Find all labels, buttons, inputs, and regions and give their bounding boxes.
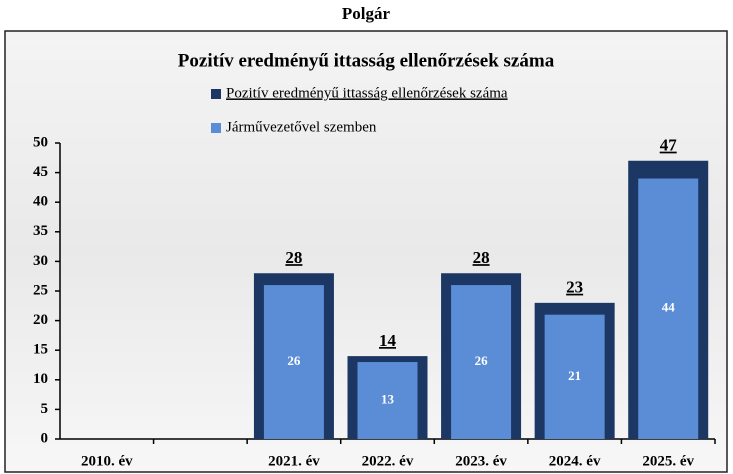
value-label: 26 xyxy=(475,353,489,368)
legend-label: Járművezetővel szemben xyxy=(226,119,377,135)
y-tick-label: 5 xyxy=(41,401,49,417)
value-label: 21 xyxy=(568,368,581,383)
chart-title: Pozitív eredményű ittasság ellenőrzések … xyxy=(178,50,555,71)
y-tick-label: 30 xyxy=(33,253,48,269)
x-tick-label: 2010. év xyxy=(81,453,133,469)
x-tick-label: 2024. év xyxy=(549,453,601,469)
legend-swatch xyxy=(211,123,221,133)
value-label: 44 xyxy=(662,300,676,315)
y-tick-label: 25 xyxy=(33,282,48,298)
value-label: 23 xyxy=(566,278,583,297)
value-label: 47 xyxy=(660,136,678,155)
value-label: 13 xyxy=(381,392,395,407)
legend-swatch xyxy=(211,89,221,99)
value-label: 26 xyxy=(287,353,301,368)
x-tick-label: 2021. év xyxy=(268,453,320,469)
value-label: 14 xyxy=(379,331,397,350)
y-tick-label: 0 xyxy=(41,430,49,446)
y-tick-label: 15 xyxy=(33,342,48,358)
value-label: 28 xyxy=(285,248,302,267)
y-tick-label: 20 xyxy=(33,312,48,328)
chart: Polgár Pozitív eredményű ittasság ellenő… xyxy=(0,0,733,474)
value-label: 28 xyxy=(473,248,490,267)
x-tick-label: 2023. év xyxy=(455,453,507,469)
x-tick-label: 2025. év xyxy=(642,453,694,469)
y-tick-label: 50 xyxy=(33,134,48,150)
legend-label: Pozitív eredményű ittasság ellenőrzések … xyxy=(226,85,508,101)
y-tick-label: 10 xyxy=(33,371,48,387)
y-tick-label: 40 xyxy=(33,194,48,210)
x-tick-label: 2022. év xyxy=(362,453,414,469)
y-tick-label: 35 xyxy=(33,223,48,239)
y-tick-label: 45 xyxy=(33,164,48,180)
page-title: Polgár xyxy=(342,4,391,23)
